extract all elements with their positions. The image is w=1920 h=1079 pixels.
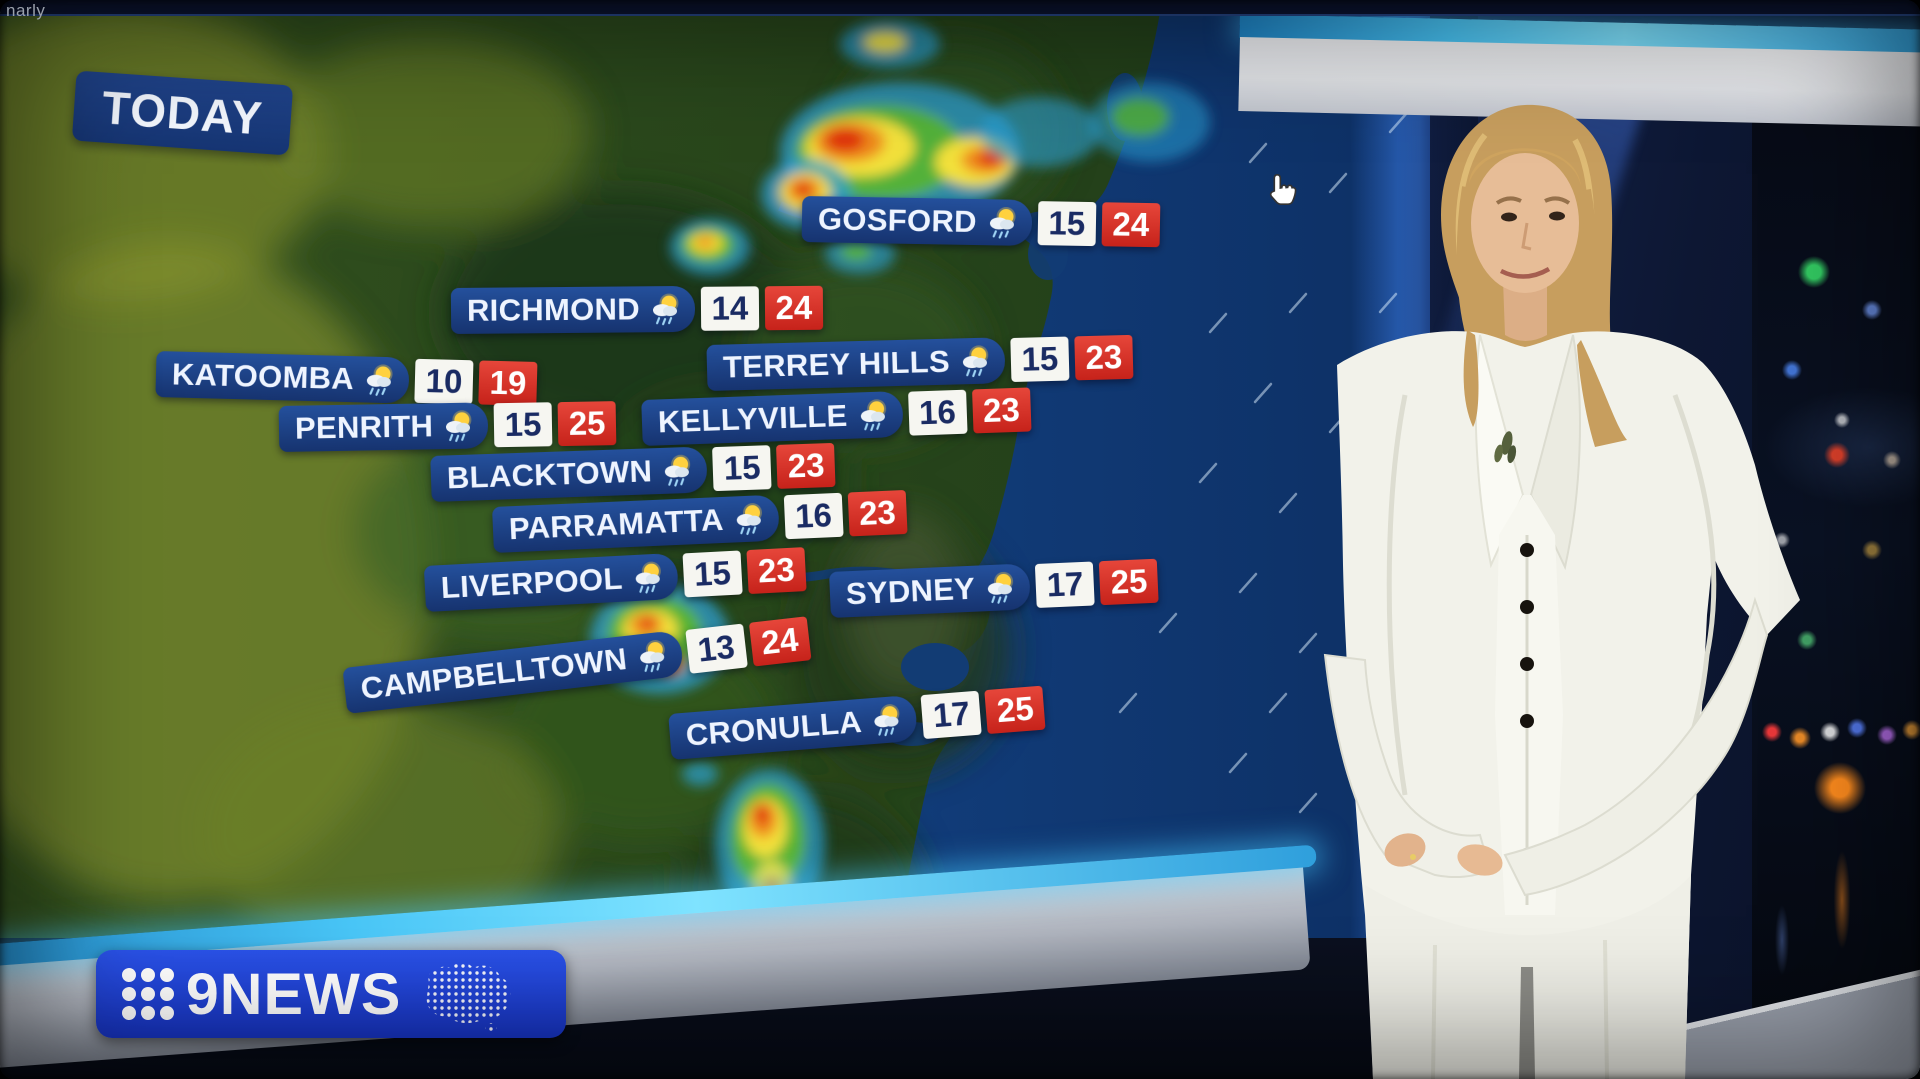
min-temp: 15 [1037, 201, 1097, 247]
hand-pointer-cursor[interactable] [1262, 170, 1298, 212]
max-temp: 25 [1099, 558, 1159, 606]
city-name: GOSFORD [817, 201, 978, 240]
weather-label-campbelltown: CAMPBELLTOWN 13 24 [342, 615, 812, 714]
max-temp: 24 [1101, 202, 1161, 248]
min-temp: 13 [684, 623, 748, 674]
weather-label-gosford: GOSFORD 15 24 [801, 196, 1161, 248]
city-name: RICHMOND [466, 291, 641, 328]
nine-dots-icon [122, 968, 174, 1020]
sun-shower-icon [869, 702, 906, 739]
min-temp: 15 [712, 445, 772, 492]
weather-label-cronulla: CRONULLA 17 25 [668, 685, 1046, 760]
network-name: 9NEWS [185, 961, 402, 1027]
brooch [1494, 431, 1517, 464]
weather-label-blacktown: BLACKTOWN 15 23 [430, 442, 836, 502]
presenter [1323, 104, 1800, 1079]
city-name: CRONULLA [684, 703, 864, 753]
sun-shower-icon [732, 501, 767, 536]
today-badge: TODAY [71, 70, 294, 156]
min-temp: 15 [682, 550, 743, 598]
watermark-text: narly [6, 1, 46, 20]
australia-map-icon [411, 956, 515, 1032]
top-bar [0, 0, 1920, 16]
weather-label-liverpool: LIVERPOOL 15 23 [423, 546, 807, 612]
max-temp: 25 [557, 401, 617, 447]
city-name: PENRITH [294, 408, 434, 446]
max-temp: 24 [748, 616, 812, 667]
city-name: SYDNEY [845, 570, 976, 612]
max-temp: 24 [764, 285, 824, 331]
weather-label-katoomba: KATOOMBA 10 19 [155, 351, 538, 407]
max-temp: 19 [478, 360, 538, 406]
sun-shower-icon [958, 344, 993, 379]
sun-shower-icon [634, 637, 672, 675]
weather-label-kellyville: KELLYVILLE 16 23 [641, 386, 1032, 446]
sun-shower-icon [986, 205, 1021, 240]
min-temp: 10 [414, 358, 474, 405]
city-name: TERREY HILLS [722, 343, 951, 385]
max-temp: 23 [776, 442, 836, 489]
sun-shower-icon [856, 397, 891, 432]
nine-news-logo: 9NEWS [96, 950, 566, 1038]
min-temp: 14 [700, 286, 760, 331]
min-temp: 17 [920, 690, 983, 740]
sun-shower-icon [649, 292, 683, 326]
sun-shower-icon [631, 559, 667, 595]
city-name: LIVERPOOL [440, 560, 624, 606]
min-temp: 16 [907, 389, 968, 436]
weather-label-sydney: SYDNEY 17 25 [828, 558, 1159, 618]
max-temp: 25 [984, 685, 1046, 735]
city-name: KELLYVILLE [657, 397, 849, 440]
min-temp: 15 [1010, 336, 1070, 383]
max-temp: 23 [847, 489, 908, 537]
max-temp: 23 [1074, 334, 1134, 381]
city-name: KATOOMBA [171, 356, 355, 397]
weather-label-terrey-hills: TERREY HILLS 15 23 [706, 334, 1134, 391]
weather-label-parramatta: PARRAMATTA 16 23 [491, 489, 908, 553]
weather-label-penrith: PENRITH 15 25 [278, 400, 617, 452]
sun-shower-icon [661, 453, 696, 488]
sun-shower-icon [363, 362, 398, 397]
min-temp: 17 [1035, 561, 1096, 608]
min-temp: 16 [783, 492, 844, 540]
sun-shower-icon [442, 409, 477, 444]
city-name: PARRAMATTA [508, 501, 725, 547]
min-temp: 15 [493, 402, 553, 448]
city-name: BLACKTOWN [446, 453, 653, 496]
max-temp: 23 [971, 387, 1032, 434]
sun-shower-icon [983, 570, 1018, 605]
max-temp: 23 [746, 547, 807, 595]
weather-label-richmond: RICHMOND 14 24 [450, 285, 824, 334]
